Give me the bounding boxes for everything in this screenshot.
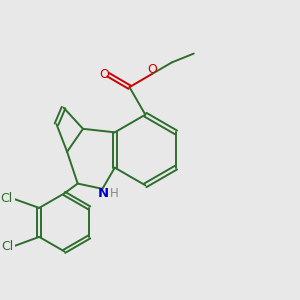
Text: H: H — [110, 187, 119, 200]
Text: Cl: Cl — [1, 240, 13, 253]
Text: Cl: Cl — [1, 191, 13, 205]
Text: O: O — [99, 68, 109, 81]
Text: O: O — [148, 63, 158, 76]
Text: N: N — [98, 187, 109, 200]
